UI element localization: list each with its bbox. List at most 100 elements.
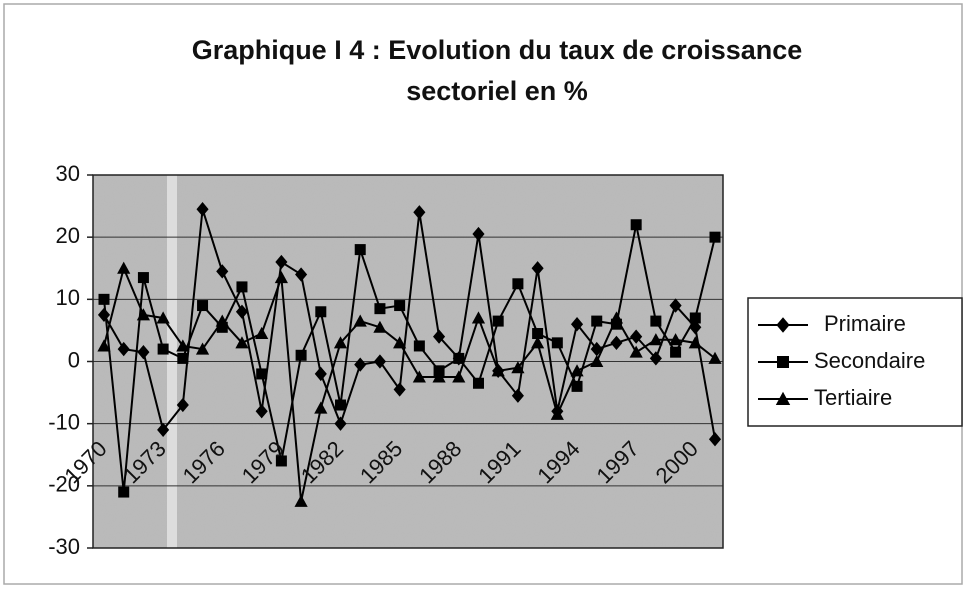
y-tick-label: -10 [48,409,80,434]
data-point [314,366,327,382]
y-tick-label: 30 [56,161,80,186]
data-point [118,486,130,498]
data-point [255,404,268,419]
data-point [492,315,504,327]
data-point [630,329,643,344]
data-point [373,320,387,333]
data-point [452,370,466,383]
data-point [532,328,544,340]
data-point [235,336,249,349]
series-line [103,265,716,502]
y-tick-label: 0 [68,347,80,372]
legend-label: Tertiaire [814,385,892,410]
legend-marker [777,356,789,368]
data-point [609,311,624,324]
data-point [117,261,131,274]
data-point [255,326,269,340]
legend-marker [775,391,791,405]
data-point [511,361,525,374]
data-point [354,244,366,256]
data-point [512,278,524,290]
data-point [333,336,348,349]
data-point [236,281,248,293]
data-point [393,336,407,349]
data-point [650,315,662,327]
data-point [531,261,544,276]
data-point [393,382,406,397]
data-point [295,267,308,282]
legend-label: Primaire [824,311,906,336]
data-point [571,380,583,392]
data-point [649,333,663,346]
data-point [235,304,249,319]
data-point [610,318,622,330]
data-point [394,300,406,312]
data-point [669,298,682,313]
data-point [550,407,564,420]
data-point [335,399,347,411]
data-point [570,317,584,332]
data-point [708,351,722,364]
data-point [137,272,149,284]
data-point [334,416,347,431]
data-point [216,321,228,333]
data-point [215,314,229,327]
data-point [275,254,288,270]
data-point [551,337,563,349]
data-point [689,312,701,324]
data-point [413,340,425,352]
data-point [649,351,662,366]
data-point [197,300,209,312]
data-point [472,377,484,389]
data-point [511,388,524,403]
data-point [97,307,111,323]
data-point [98,293,110,305]
data-point [157,422,170,438]
data-point [374,303,386,315]
data-point [432,370,446,383]
data-point [590,354,604,367]
data-point [453,352,465,364]
data-point [591,315,603,327]
data-point [196,202,209,217]
data-point [97,339,111,352]
chart-border [3,3,963,585]
data-point [630,219,642,231]
data-point [708,432,722,447]
data-point [629,345,643,358]
data-point [354,357,367,372]
chart-title: Graphique I 4 : Evolution du taux de cro… [192,35,803,65]
data-point [176,339,190,352]
data-point [471,311,486,324]
data-point [177,352,189,364]
data-point [668,333,683,346]
data-point [315,306,327,318]
data-point [412,370,426,383]
data-point [195,342,210,355]
data-point [314,401,328,414]
data-point [373,354,386,369]
data-point [670,346,682,358]
data-point [117,341,130,357]
y-tick-label: -30 [48,534,80,559]
data-point [491,364,505,377]
data-point [136,308,151,321]
y-tick-label: 20 [56,223,80,248]
chart-title: sectoriel en % [406,76,588,106]
data-point [157,343,169,355]
data-point [275,455,287,467]
data-point [353,314,367,327]
y-tick-label: 10 [56,285,80,310]
data-point [274,270,288,284]
legend-label: Secondaire [814,348,925,373]
data-point [256,368,268,380]
y-tick-label: -20 [48,472,80,497]
legend-marker [776,317,790,333]
data-point [294,494,308,507]
data-point [176,397,189,413]
data-point [295,349,307,361]
data-point [531,336,545,349]
data-point [688,336,702,349]
data-point [137,345,150,360]
